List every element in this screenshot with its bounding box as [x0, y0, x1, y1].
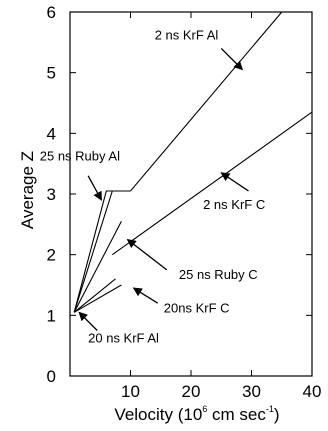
annotations: 2 ns KrF Al 2 ns KrF C 25 ns Ruby Al 25 ns … [40, 27, 265, 345]
annotation-label: 25 ns Ruby C [179, 267, 258, 282]
annotation-arrow [126, 238, 168, 271]
annotation-arrow [78, 311, 98, 331]
x-axis-title-part1: Velocity (10 [114, 405, 202, 424]
series-line [73, 221, 122, 313]
y-tick-label: 4 [47, 124, 56, 143]
series-line [73, 190, 113, 313]
x-axis-title-sup2: -1 [266, 404, 274, 414]
x-axis-title-part3: ) [274, 405, 280, 424]
y-tick-label: 6 [47, 3, 56, 22]
series-lines [73, 11, 313, 313]
plot-border [69, 11, 313, 377]
annotation-arrow [132, 287, 159, 304]
annotation-arrow [220, 172, 249, 192]
series-line [73, 284, 122, 313]
y-tick-label: 3 [47, 185, 56, 204]
y-tick-label: 0 [47, 367, 56, 386]
x-axis-title-sup1: 6 [202, 404, 207, 414]
plot-frame [69, 11, 313, 377]
x-tick-label: 10 [121, 382, 140, 401]
x-tick-label: 40 [303, 382, 322, 401]
y-tick-label: 2 [47, 246, 56, 265]
series-line [111, 111, 313, 256]
annotation-label: 20 ns KrF Al [88, 331, 159, 346]
annotation-arrow [87, 175, 103, 201]
x-tick-label: 30 [242, 382, 261, 401]
annotation-label: 2 ns KrF Al [155, 27, 219, 42]
y-tick-label: 5 [47, 64, 56, 83]
x-axis-title-part2: cm sec [207, 405, 266, 424]
series-line [73, 278, 116, 313]
annotation-label: 25 ns Ruby Al [40, 149, 120, 164]
y-axis-ticks: 0 1 2 3 4 5 6 [47, 3, 312, 386]
x-axis-ticks: 10 20 30 40 [121, 12, 321, 401]
annotation-label: 20ns KrF C [164, 300, 230, 315]
series-line [73, 11, 283, 313]
y-tick-label: 1 [47, 306, 56, 325]
annotation-arrow [220, 47, 244, 71]
annotation-label: 2 ns KrF C [203, 197, 265, 212]
x-tick-label: 20 [182, 382, 201, 401]
x-axis-title: Velocity (106 cm sec-1) [114, 404, 279, 424]
y-axis-title: Average Z [18, 151, 37, 229]
